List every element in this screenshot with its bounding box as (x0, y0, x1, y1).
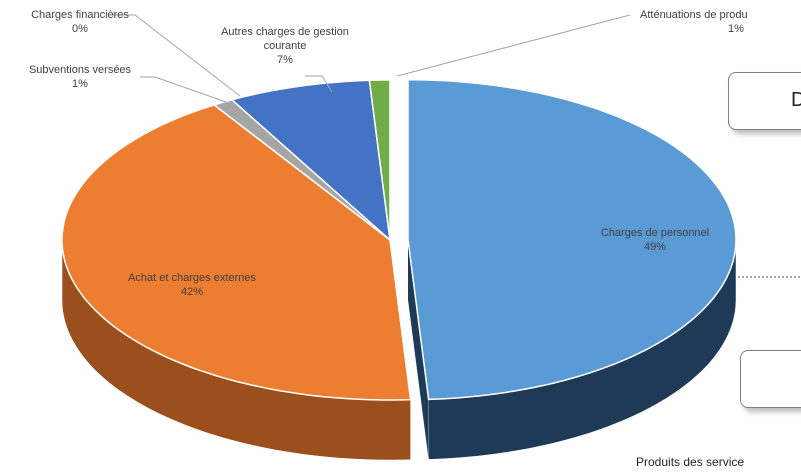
data-label: Atténuations de produ 1% (640, 8, 801, 36)
data-label: Charges de personnel 49% (575, 226, 735, 254)
value-label: 49% (643, 241, 667, 253)
value-label: 42% (180, 286, 204, 298)
value-label: 7% (277, 54, 293, 66)
leader-line (140, 76, 227, 103)
box (740, 350, 801, 408)
value-label: 1% (72, 78, 88, 90)
box: D (728, 72, 801, 130)
data-label: Subventions versées 1% (20, 63, 140, 91)
slice (230, 79, 392, 242)
category-label: Achat et charges externes (128, 272, 256, 284)
leader-line (112, 14, 241, 97)
category-label: Charges financières (31, 9, 129, 21)
slice (407, 78, 737, 401)
category-label: Atténuations de produ (640, 9, 748, 21)
leader-line (396, 14, 631, 77)
slice (61, 104, 412, 401)
data-label: Achat et charges externes 42% (102, 271, 282, 299)
category-label: Charges de personnel (600, 227, 710, 239)
data-label: Charges financières 0% (20, 8, 140, 36)
category-label: Autres charges de gestion courante (221, 26, 349, 52)
leader-line (305, 75, 333, 93)
value-label: 0% (72, 23, 88, 35)
slice-face (408, 239, 429, 460)
value-label: 1% (728, 23, 744, 35)
bottom-text: Produits des service (636, 455, 745, 469)
slice (368, 79, 391, 241)
box-text: D (791, 89, 801, 111)
data-label: Autres charges de gestion courante 7% (198, 25, 373, 67)
category-label: Subventions versées (28, 64, 132, 76)
